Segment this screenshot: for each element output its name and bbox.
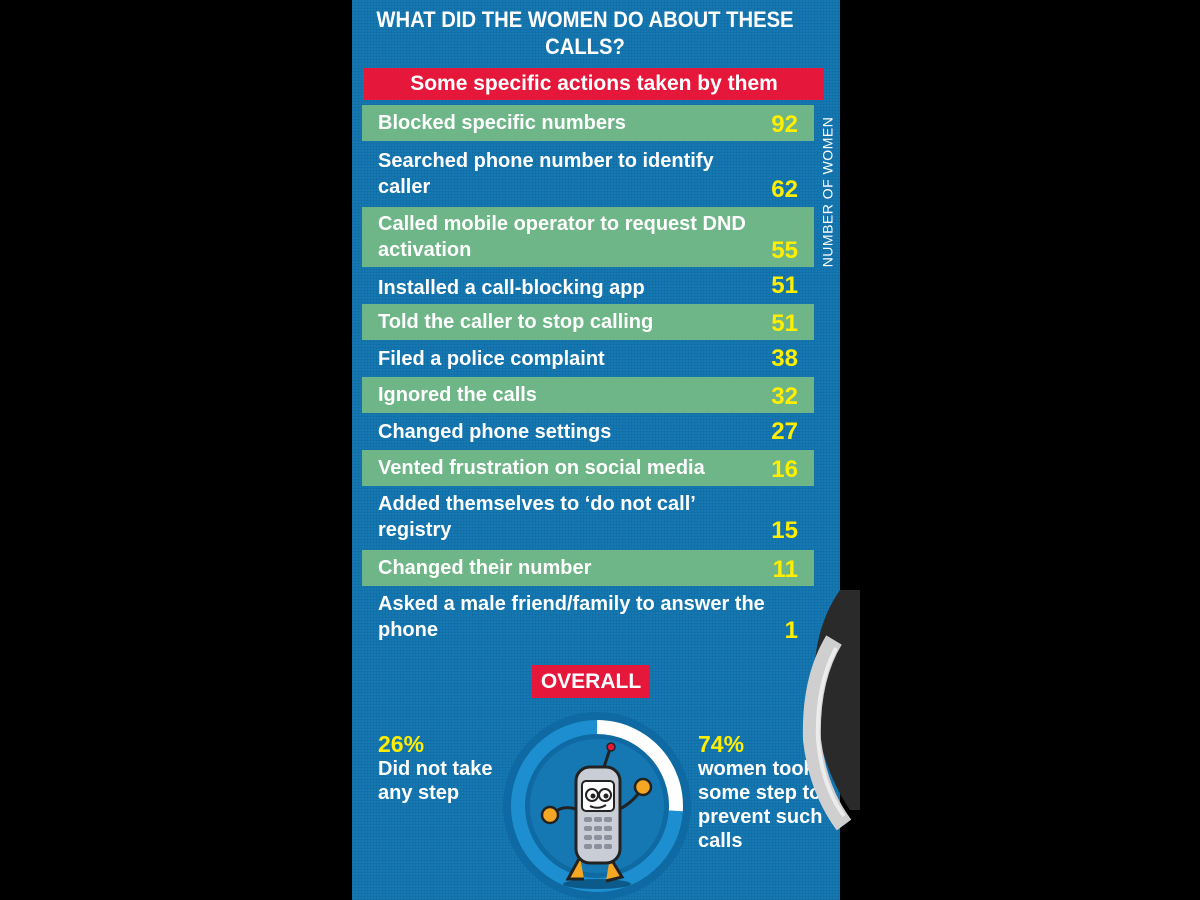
action-value: 16: [771, 456, 798, 483]
action-row: Added themselves to ‘do not call’ regist…: [362, 487, 814, 547]
took-action-stat: 74% women took some step to prevent such…: [698, 731, 828, 853]
action-value: 51: [771, 272, 798, 299]
infographic-panel: WHAT DID THE WOMEN DO ABOUT THESE CALLS?…: [352, 0, 840, 900]
action-value: 92: [771, 111, 798, 138]
action-label: Changed their number: [378, 557, 592, 579]
action-label: Changed phone settings: [378, 421, 612, 443]
action-row: Ignored the calls 32: [362, 377, 814, 413]
action-row: Installed a call-blocking app 51: [362, 270, 814, 302]
chart-subtitle: Some specific actions taken by them: [410, 72, 778, 95]
overall-donut-chart: [503, 712, 691, 900]
action-value: 15: [771, 517, 798, 544]
decorative-dial-edge: [802, 590, 860, 831]
action-label: Vented frustration on social media: [378, 457, 705, 479]
action-row: Vented frustration on social media 16: [362, 450, 814, 486]
action-label: Installed a call-blocking app: [378, 277, 645, 299]
action-value: 27: [771, 418, 798, 445]
overall-label: OVERALL: [540, 670, 642, 693]
action-row: Told the caller to stop calling 51: [362, 304, 814, 340]
action-row: Asked a male friend/family to answer the…: [362, 587, 814, 647]
overall-banner: OVERALL: [532, 665, 650, 698]
chart-title: WHAT DID THE WOMEN DO ABOUT THESE CALLS?: [376, 7, 794, 59]
action-row: Searched phone number to identify caller…: [362, 144, 814, 206]
action-label: Ignored the calls: [378, 384, 537, 406]
action-row: Filed a police complaint 38: [362, 341, 814, 375]
action-value: 11: [772, 556, 798, 583]
action-value: 32: [771, 383, 798, 410]
no-action-percent: 26%: [378, 731, 425, 757]
no-action-description: Did not take any step: [378, 758, 493, 804]
action-label: Added themselves to ‘do not call’ regist…: [378, 493, 695, 541]
action-value: 38: [771, 345, 798, 372]
no-action-stat: 26% Did not take any step: [378, 731, 498, 805]
subtitle-banner: Some specific actions taken by them: [364, 68, 824, 100]
y-axis-label-text: NUMBER OF WOMEN: [819, 116, 836, 268]
took-action-percent: 74%: [698, 731, 745, 757]
action-label: Searched phone number to identify caller: [378, 150, 714, 198]
action-value: 51: [771, 310, 798, 337]
action-label: Filed a police complaint: [378, 348, 605, 370]
y-axis-label: NUMBER OF WOMEN: [816, 104, 838, 280]
action-label: Asked a male friend/family to answer the…: [378, 593, 765, 641]
action-value: 1: [784, 617, 798, 644]
action-row: Changed phone settings 27: [362, 414, 814, 448]
action-row: Changed their number 11: [362, 550, 814, 586]
action-value: 55: [771, 237, 798, 264]
action-label: Called mobile operator to request DND ac…: [378, 213, 746, 261]
action-row: Blocked specific numbers 92: [362, 105, 814, 141]
action-row: Called mobile operator to request DND ac…: [362, 207, 814, 267]
donut-slices: [511, 720, 683, 892]
donut-slice: [597, 720, 683, 812]
action-label: Blocked specific numbers: [378, 112, 626, 134]
took-action-description: women took some step to prevent such cal…: [698, 758, 823, 852]
cartoon-mobile-phone-icon: [540, 742, 653, 889]
action-value: 62: [771, 176, 798, 203]
action-label: Told the caller to stop calling: [378, 311, 654, 333]
